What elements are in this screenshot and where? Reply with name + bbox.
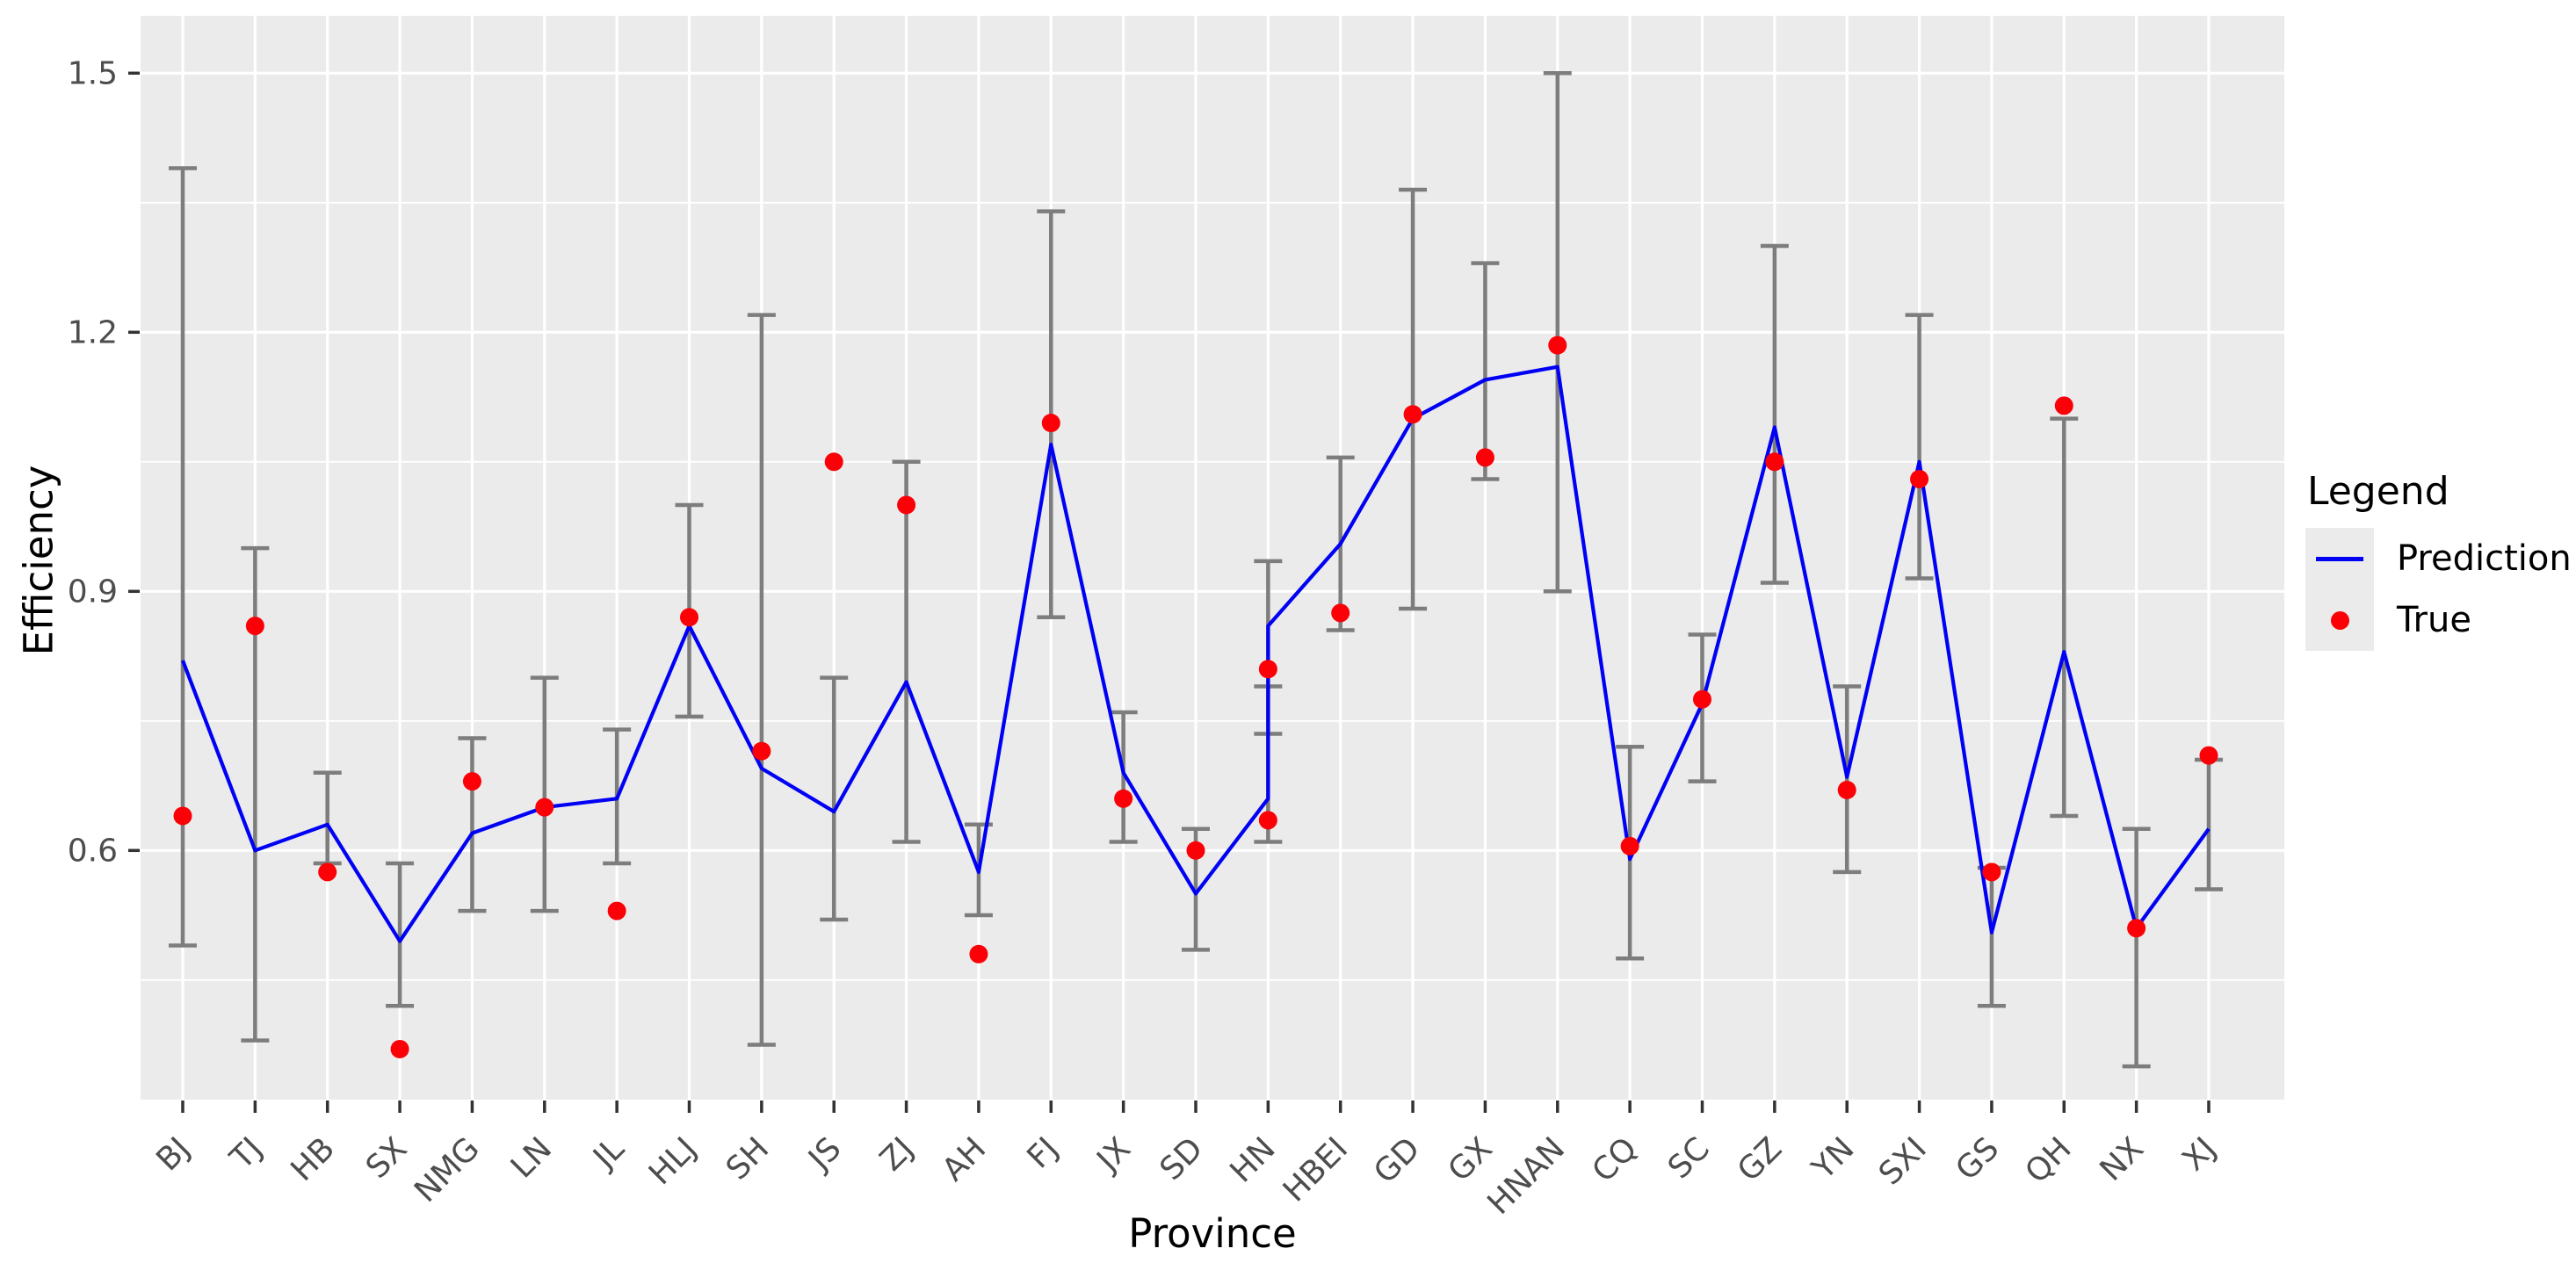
true-point-XJ	[2199, 746, 2218, 765]
true-point-SX	[390, 1039, 409, 1058]
true-point-NX	[2127, 919, 2146, 938]
prediction-line	[181, 364, 2211, 943]
y-tick-label: 1.5	[68, 55, 118, 91]
x-tick-label: XJ	[2175, 1130, 2223, 1178]
error-bar-NMG	[458, 736, 487, 913]
legend-label-prediction: Prediction	[2397, 538, 2572, 579]
error-bar-HNAN	[1543, 71, 1572, 594]
error-bar-SXI	[1905, 313, 1934, 581]
x-tick-label: HLJ	[642, 1130, 704, 1192]
true-point-FJ	[1041, 414, 1060, 433]
x-tick-label: HBEI	[1277, 1130, 1355, 1209]
true-point-SD	[1186, 841, 1205, 860]
true-points	[173, 336, 2218, 1058]
true-point-ZJ	[897, 495, 916, 515]
x-tick-label: SH	[720, 1130, 776, 1187]
true-point-HBEI	[1331, 603, 1350, 623]
y-tick-label: 0.6	[68, 833, 118, 869]
true-point-HLJ	[679, 608, 698, 627]
true-point-JX	[1114, 789, 1133, 808]
x-tick-label: ZJ	[873, 1130, 921, 1178]
x-tick-label: GX	[1442, 1130, 1500, 1188]
x-tick-label: GZ	[1731, 1130, 1789, 1188]
x-tick-label: SXI	[1872, 1130, 1934, 1192]
x-tick-label: HN	[1224, 1130, 1283, 1189]
true-point-HN	[1258, 811, 1277, 830]
legend-title: Legend	[2307, 469, 2449, 514]
error-bar-QH	[2050, 416, 2079, 819]
true-point-QH	[2054, 396, 2073, 415]
error-bar-GD	[1399, 187, 1428, 611]
true-point-GZ	[1765, 452, 1784, 472]
true-point-GX	[1475, 448, 1494, 467]
error-bar-ZJ	[892, 459, 921, 844]
legend-item-true: True	[2305, 589, 2569, 651]
x-tick-label: GS	[1949, 1130, 2006, 1187]
legend-label-true: True	[2397, 600, 2471, 640]
x-tick-label: QH	[2018, 1130, 2078, 1190]
error-bar-SX	[386, 861, 415, 1008]
true-point-BJ	[173, 806, 192, 826]
true-point-JS	[824, 452, 843, 472]
x-tick-label: TJ	[223, 1130, 270, 1177]
y-axis-title: Efficiency	[15, 465, 62, 656]
x-tick-label: CQ	[1586, 1130, 1645, 1189]
error-bar-NX	[2122, 826, 2151, 1069]
true-point-YN	[1837, 780, 1856, 799]
x-tick-label: SC	[1661, 1130, 1717, 1186]
x-tick-label: YN	[1805, 1130, 1861, 1187]
x-tick-label: JX	[1089, 1130, 1138, 1179]
axis-ticks	[128, 71, 2211, 1113]
x-tick-label: HB	[284, 1130, 342, 1188]
error-bars	[169, 71, 2223, 1069]
true-point-LN	[535, 797, 554, 817]
error-bar-SH	[747, 313, 776, 1047]
x-tick-label: BJ	[149, 1130, 197, 1178]
true-point-JL	[607, 901, 626, 920]
prediction-line-icon	[2305, 528, 2374, 589]
true-point-NMG	[462, 772, 481, 791]
x-tick-label: LN	[504, 1130, 559, 1185]
x-tick-label: GD	[1367, 1130, 1427, 1190]
legend-item-prediction: Prediction	[2305, 528, 2572, 589]
error-bar-JX	[1109, 710, 1138, 844]
x-tick-label: NMG	[408, 1130, 487, 1209]
true-point-GD	[1403, 405, 1422, 424]
plot-panel	[141, 16, 2284, 1100]
error-bar-YN	[1833, 684, 1862, 875]
x-tick-label: NX	[2094, 1130, 2151, 1187]
x-tick-label: JS	[801, 1130, 849, 1178]
true-point-CQ	[1620, 836, 1639, 855]
x-tick-label: FJ	[1021, 1130, 1066, 1175]
true-point-SC	[1692, 689, 1711, 709]
true-point-HNAN	[1548, 336, 1567, 355]
true-point-TJ	[245, 617, 264, 636]
y-tick-label: 1.2	[68, 314, 118, 350]
x-tick-label: HNAN	[1481, 1130, 1573, 1222]
true-point-GS	[1982, 862, 2001, 882]
error-bar-GZ	[1760, 243, 1789, 585]
true-point-HB	[318, 862, 337, 882]
x-tick-label: AH	[936, 1130, 994, 1188]
x-axis-title: Province	[1128, 1210, 1297, 1257]
y-tick-labels: 0.6 0.9 1.2 1.5	[68, 55, 118, 869]
true-point-AH	[969, 944, 988, 963]
error-bar-JS	[820, 675, 849, 922]
legend: Legend Prediction True	[2305, 469, 2572, 651]
x-tick-label: JL	[585, 1130, 631, 1176]
error-bar-GX	[1471, 261, 1500, 481]
true-point-SH	[752, 741, 771, 761]
true-point-SXI	[1910, 469, 1929, 488]
true-point-icon	[2305, 589, 2374, 651]
y-tick-label: 0.9	[68, 574, 118, 610]
x-tick-label: SD	[1154, 1130, 1211, 1187]
x-tick-label: SX	[359, 1130, 415, 1186]
true-point-HN	[1258, 660, 1277, 679]
error-bar-LN	[530, 675, 559, 913]
